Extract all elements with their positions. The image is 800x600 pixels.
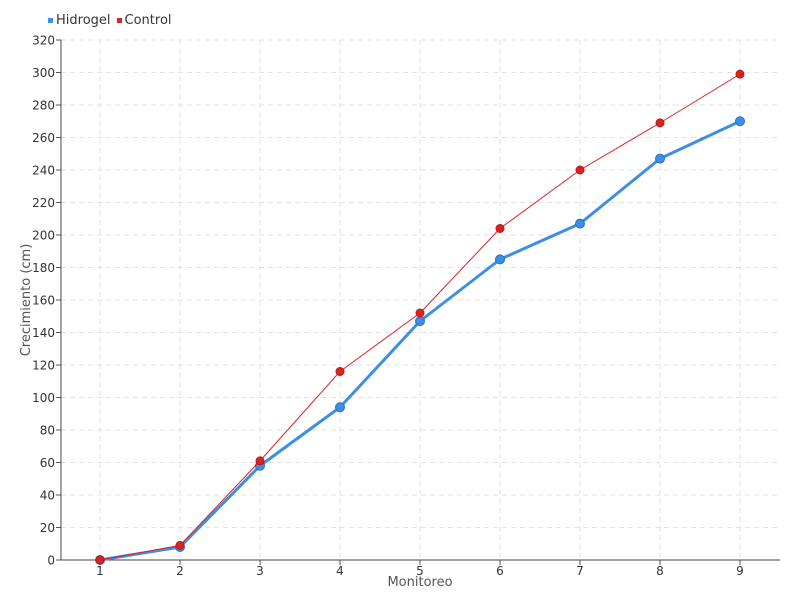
x-tick-label: 7 xyxy=(576,564,584,578)
x-tick-label: 3 xyxy=(256,564,264,578)
legend-label-hidrogel: Hidrogel xyxy=(56,13,111,28)
legend-swatch-hidrogel xyxy=(48,18,53,23)
data-point-control[interactable] xyxy=(335,367,345,376)
y-axis-label: Crecimiento (cm) xyxy=(19,244,34,357)
legend-item-hidrogel[interactable]: Hidrogel xyxy=(48,13,111,28)
legend: Hidrogel Control xyxy=(48,13,178,28)
y-tick-label: 140 xyxy=(32,326,55,340)
data-point-control[interactable] xyxy=(575,165,585,175)
y-tick-label: 80 xyxy=(40,424,55,438)
data-point-hidrogel[interactable] xyxy=(575,218,585,229)
y-tick-label: 60 xyxy=(40,456,55,470)
x-axis-label: Monitoreo xyxy=(387,575,452,590)
y-tick-label: 220 xyxy=(32,196,55,210)
legend-item-control[interactable]: Control xyxy=(116,13,172,28)
data-point-control[interactable] xyxy=(255,456,265,466)
x-tick-label: 1 xyxy=(96,564,104,578)
x-tick-label: 2 xyxy=(176,564,184,578)
y-tick-label: 0 xyxy=(47,554,55,568)
series-control xyxy=(95,69,745,565)
gridlines xyxy=(61,39,780,560)
data-point-control[interactable] xyxy=(655,118,665,128)
y-tick-label: 120 xyxy=(32,359,55,373)
data-point-control[interactable] xyxy=(175,540,185,550)
y-tick-label: 240 xyxy=(32,164,55,178)
data-point-hidrogel[interactable] xyxy=(495,254,505,265)
axes xyxy=(56,39,780,565)
data-point-control[interactable] xyxy=(495,224,505,233)
x-tick-labels: 1 2 3 4 5 6 7 8 9 xyxy=(96,564,744,578)
y-tick-label: 160 xyxy=(32,294,55,308)
y-tick-label: 20 xyxy=(40,521,55,535)
data-point-control[interactable] xyxy=(415,308,425,318)
x-tick-label: 5 xyxy=(416,564,424,578)
y-tick-label: 100 xyxy=(32,391,55,405)
y-tick-label: 280 xyxy=(32,99,55,113)
data-point-hidrogel[interactable] xyxy=(335,402,345,413)
x-tick-label: 9 xyxy=(736,564,744,578)
x-tick-label: 8 xyxy=(656,564,664,578)
data-point-control[interactable] xyxy=(95,555,105,565)
y-tick-labels: 0 20 40 60 80 100 120 140 160 180 200 220 240 260 280 3… xyxy=(32,34,55,568)
y-tick-label: 180 xyxy=(32,261,55,275)
data-point-hidrogel[interactable] xyxy=(415,316,425,327)
data-point-hidrogel[interactable] xyxy=(735,116,745,127)
y-tick-label: 320 xyxy=(32,34,55,48)
y-tick-label: 200 xyxy=(32,229,55,243)
x-tick-label: 6 xyxy=(496,564,504,578)
y-tick-label: 40 xyxy=(40,489,55,503)
x-tick-label: 4 xyxy=(336,564,344,578)
data-point-hidrogel[interactable] xyxy=(655,153,665,164)
series-layer xyxy=(95,69,745,565)
y-tick-label: 300 xyxy=(32,66,55,80)
legend-label-control: Control xyxy=(124,13,172,28)
data-point-control[interactable] xyxy=(735,69,745,79)
legend-swatch-control xyxy=(116,18,122,23)
y-tick-label: 260 xyxy=(32,131,55,145)
